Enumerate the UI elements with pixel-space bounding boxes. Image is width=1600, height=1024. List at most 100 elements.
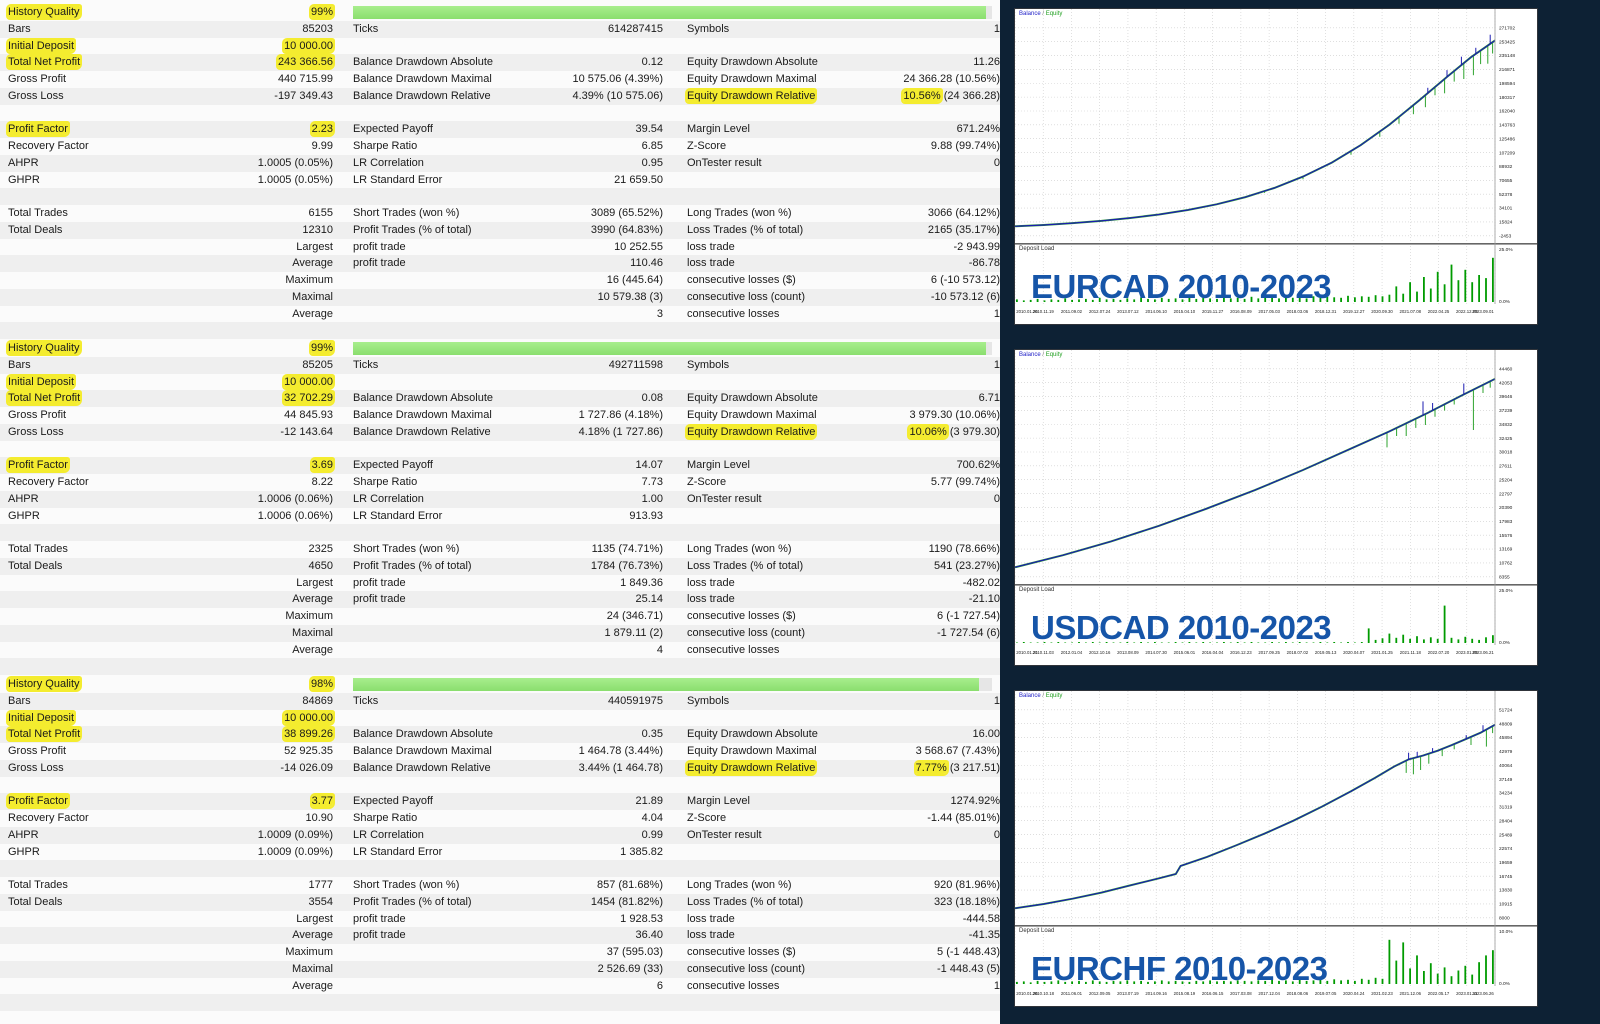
metric-label: profit trade (353, 929, 406, 942)
metric-label: Total Deals (8, 223, 63, 236)
metric-label: Total Net Profit (8, 728, 81, 741)
table-row: Initial Deposit 10 000.00 (0, 38, 1000, 55)
history-quality-bar (333, 4, 1000, 21)
metric-value: 10 575.06 (4.39%) (572, 73, 663, 85)
metric-label (8, 608, 208, 625)
metric-label (8, 911, 208, 928)
svg-text:2015.04.10: 2015.04.10 (1174, 309, 1196, 314)
metric-label: Total Net Profit (8, 56, 81, 69)
metric-label: Long Trades (won %) (687, 879, 792, 891)
metric-value: -41.35 (968, 929, 1000, 942)
metric-label (663, 374, 875, 391)
svg-text:2016.08.09: 2016.08.09 (1230, 309, 1252, 314)
table-row: Average profit trade 110.46 loss trade -86.7… (0, 255, 1000, 272)
equity-chart-eurchf: 51724 48809 45894 42979 40064 37149 34234 31319… (1014, 690, 1538, 1007)
metric-label: AHPR (8, 156, 39, 169)
table-row: Gross Loss -197 349.43 Balance Drawdown Re… (0, 87, 1000, 105)
metric-value: 21.89 (635, 795, 663, 808)
svg-text:2022.12.09: 2022.12.09 (1456, 309, 1478, 314)
metric-label (663, 710, 875, 727)
svg-text:2019.05.13: 2019.05.13 (1315, 650, 1337, 655)
metric-label: Short Trades (won %) (353, 207, 460, 219)
metric-value: 3 979.30 (10.06%) (909, 409, 1000, 421)
metric-label (333, 978, 553, 995)
metric-label (8, 642, 208, 659)
metric-label: Ticks (353, 358, 379, 371)
metric-label: Sharpe Ratio (353, 812, 418, 824)
metric-label: Equity Drawdown Relative (687, 425, 816, 438)
table-row: Total Trades 1777 Short Trades (won %) 857 … (0, 877, 1000, 894)
legend-equity-label: Equity (1045, 352, 1063, 358)
metric-label: Balance Drawdown Absolute (353, 56, 494, 69)
svg-text:2019.12.27: 2019.12.27 (1343, 309, 1365, 314)
table-row: Total Deals 3554 Profit Trades (% of total… (0, 893, 1000, 911)
metric-value: 3066 (64.12%) (927, 207, 1000, 219)
metric-label: loss trade (687, 240, 735, 253)
svg-text:2020.04.07: 2020.04.07 (1343, 650, 1365, 655)
metric-value: 1.0006 (0.06%) (257, 509, 333, 522)
svg-text:0.0%: 0.0% (1499, 640, 1511, 646)
metric-label: Gross Loss (8, 425, 64, 438)
svg-text:20390: 20390 (1499, 505, 1513, 511)
table-row: Total Net Profit 243 366.56 Balance Drawdo… (0, 54, 1000, 71)
metric-value: 1.0009 (0.09%) (257, 828, 333, 841)
metric-label: Total Trades (8, 207, 68, 219)
metric-value: 4.04 (641, 812, 663, 824)
table-row: AHPR 1.0009 (0.09%) LR Correlation 0.99 OnTe… (0, 826, 1000, 844)
metric-label: Equity Drawdown Absolute (687, 728, 818, 741)
metric-label: LR Standard Error (353, 509, 443, 522)
metric-label: AHPR (8, 492, 39, 505)
svg-text:40064: 40064 (1499, 763, 1513, 769)
metric-value: 541 (23.27%) (933, 559, 1000, 572)
metric-label: LR Standard Error (353, 173, 443, 186)
metric-value: 4 (656, 643, 663, 656)
reports-panel: History Quality 99% Bars 85203 Ticks 61428741… (0, 0, 1000, 1024)
metric-label (8, 575, 208, 592)
metric-label (333, 306, 553, 323)
svg-text:37149: 37149 (1499, 777, 1513, 783)
table-row: Average 3 consecutive losses 1 (0, 306, 1000, 323)
metric-value: 0 (993, 828, 1000, 841)
metric-value: 99% (310, 342, 333, 354)
metric-label (8, 306, 208, 323)
svg-text:2010.01.21: 2010.01.21 (1016, 650, 1038, 655)
equity-chart-eurcad: 271702 253425 235148 216871 198594 180317 1620… (1014, 8, 1538, 325)
metric-value: 1 (993, 358, 1000, 371)
metric-value: 1784 (76.73%) (590, 559, 663, 572)
metric-value: 5.77 (99.74%) (930, 476, 1000, 488)
metric-value: 4650 (308, 559, 333, 572)
metric-value: 6.71 (978, 392, 1000, 405)
svg-text:235148: 235148 (1499, 53, 1515, 59)
metric-value: 0.35 (641, 728, 663, 741)
table-row: Maximal 2 526.69 (33) consecutive loss (co… (0, 960, 1000, 978)
svg-text:2010.01.26: 2010.01.26 (1016, 309, 1038, 314)
svg-text:2017.09.25: 2017.09.25 (1258, 650, 1280, 655)
svg-text:0.0%: 0.0% (1499, 299, 1511, 305)
metric-label: consecutive losses ($) (687, 274, 796, 286)
metric-label: Initial Deposit (8, 39, 75, 52)
svg-text:2010.10.18: 2010.10.18 (1032, 991, 1054, 996)
metric-label (8, 625, 208, 642)
metric-value (875, 374, 1000, 391)
metric-value: Largest (296, 240, 333, 253)
metric-value: 10 000.00 (284, 375, 333, 388)
metric-label (333, 272, 553, 289)
svg-text:198594: 198594 (1499, 81, 1515, 87)
svg-text:2017.05.03: 2017.05.03 (1258, 309, 1280, 314)
svg-text:2023.06.21: 2023.06.21 (1472, 650, 1494, 655)
metric-label: OnTester result (687, 828, 762, 841)
metric-value: 0.95 (641, 156, 663, 169)
svg-text:13830: 13830 (1499, 888, 1513, 894)
metric-value: 3.69 (311, 459, 333, 472)
metric-label: Sharpe Ratio (353, 140, 418, 152)
metric-label: Initial Deposit (8, 375, 75, 388)
metric-value: 39.54 (635, 123, 663, 136)
svg-text:2012.07.24: 2012.07.24 (1089, 309, 1111, 314)
metric-label: Ticks (353, 22, 379, 35)
metric-value: 10 000.00 (284, 711, 333, 724)
svg-text:2011.09.02: 2011.09.02 (1061, 309, 1083, 314)
metric-label (663, 844, 875, 861)
metric-value: 98% (310, 678, 333, 690)
svg-text:143763: 143763 (1499, 123, 1515, 129)
metric-value: 16 (445.64) (606, 274, 663, 286)
